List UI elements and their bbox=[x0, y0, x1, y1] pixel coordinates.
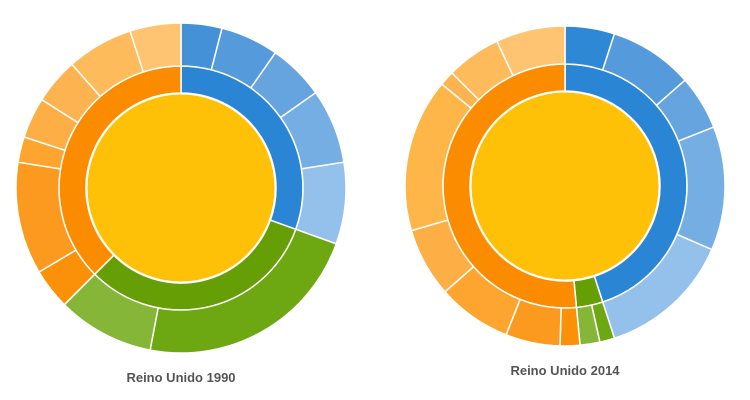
chart-title-1990: Reino Unido 1990 bbox=[126, 370, 235, 385]
center-circle bbox=[86, 93, 276, 283]
outer-ring-segment bbox=[496, 25, 566, 77]
chart-title-2014: Reino Unido 2014 bbox=[510, 363, 620, 378]
center-circle bbox=[470, 91, 660, 281]
sunburst-chart-1990 bbox=[15, 22, 347, 354]
sunburst-chart-2014 bbox=[404, 25, 726, 347]
outer-ring-segment bbox=[129, 22, 182, 73]
outer-ring-segment bbox=[559, 306, 581, 347]
